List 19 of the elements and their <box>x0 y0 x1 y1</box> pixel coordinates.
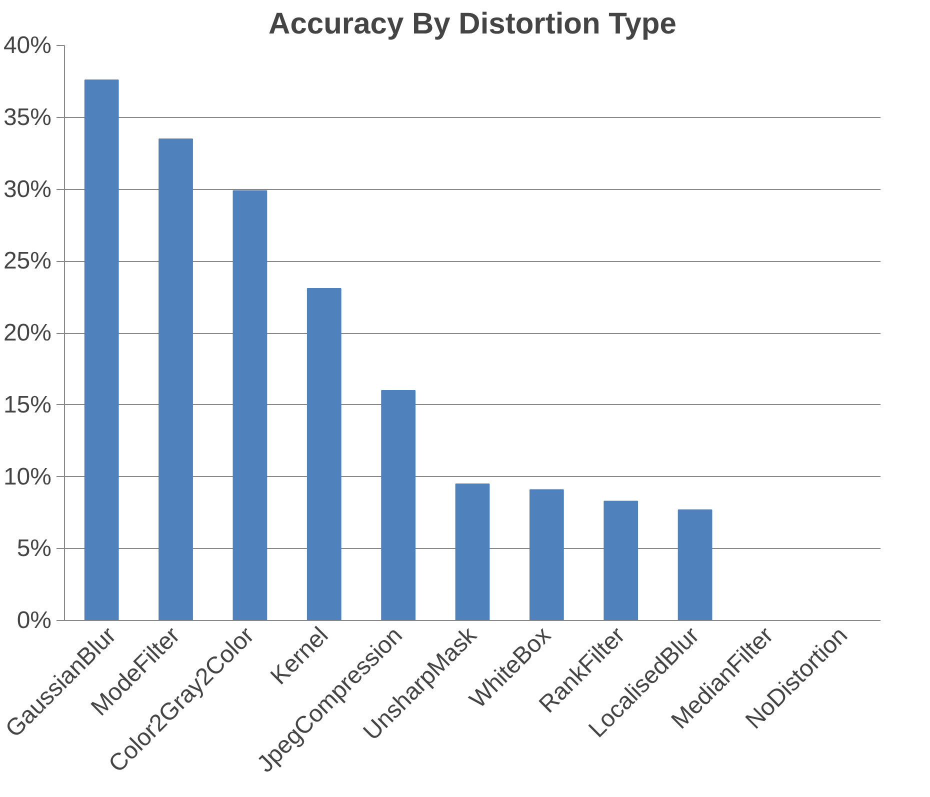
bar <box>158 138 193 620</box>
y-tick-label: 5% <box>16 535 52 562</box>
bar <box>455 483 490 620</box>
y-tick-label: 25% <box>3 248 52 275</box>
bar <box>232 190 268 620</box>
bar <box>381 390 416 620</box>
y-tick-label: 30% <box>3 176 52 203</box>
y-tick-label: 10% <box>3 463 52 490</box>
y-tick-label: 20% <box>3 320 52 346</box>
y-tick-label: 15% <box>3 391 52 418</box>
bar <box>604 500 638 620</box>
bar <box>678 509 712 620</box>
bar <box>529 489 564 620</box>
y-tick-label: 35% <box>3 104 52 131</box>
chart-title: Accuracy By Distortion Type <box>268 8 676 40</box>
bar <box>306 288 342 620</box>
bar <box>84 80 119 620</box>
y-tick-label: 40% <box>3 32 52 59</box>
y-tick-label: 0% <box>16 607 52 634</box>
